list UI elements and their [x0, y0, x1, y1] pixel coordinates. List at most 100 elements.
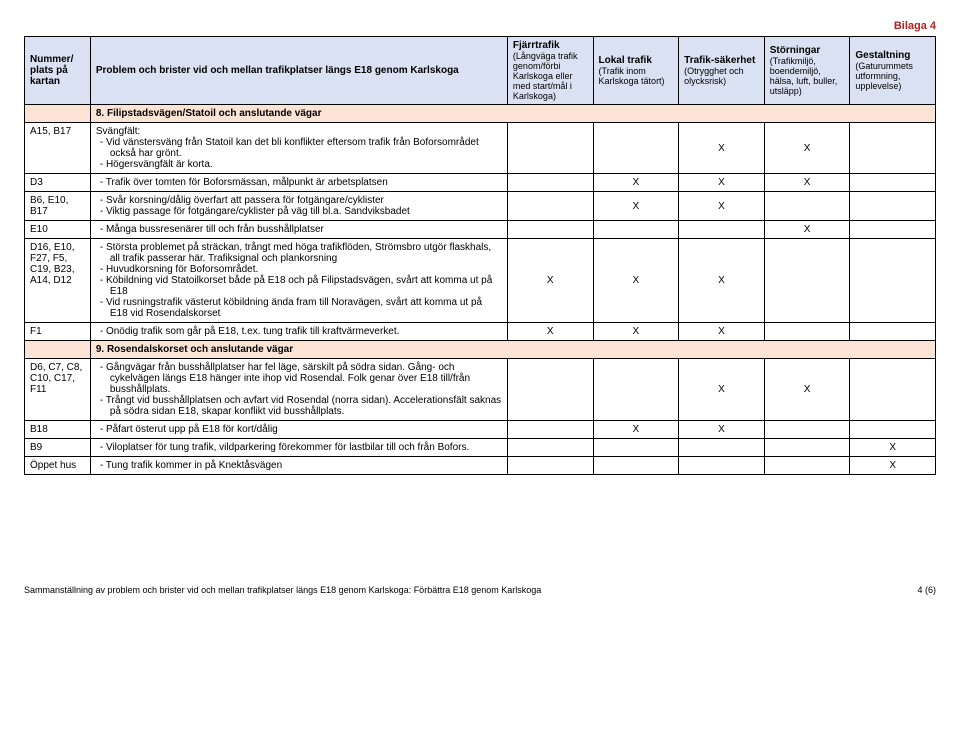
- row-desc: Tung trafik kommer in på Knektåsvägen: [90, 457, 507, 475]
- table-row: D3 Trafik över tomten för Boforsmässan, …: [25, 174, 936, 192]
- xcell: [593, 123, 679, 174]
- th-lokal-main: Lokal trafik: [599, 55, 652, 66]
- xcell: [507, 359, 593, 421]
- xcell: [850, 221, 936, 239]
- table-row: A15, B17 Svängfält: Vid vänstersväng frå…: [25, 123, 936, 174]
- xcell: [507, 123, 593, 174]
- xcell: X: [593, 323, 679, 341]
- xcell: X: [593, 239, 679, 323]
- th-lokal-sub: (Trafik inom Karlskoga tätort): [599, 66, 674, 86]
- table-row: Öppet hus Tung trafik kommer in på Knekt…: [25, 457, 936, 475]
- section-8: 8. Filipstadsvägen/Statoil och anslutand…: [25, 105, 936, 123]
- xcell: [850, 239, 936, 323]
- xcell: X: [764, 221, 850, 239]
- xcell: [764, 457, 850, 475]
- th-design-main: Gestaltning: [855, 50, 910, 61]
- th-fjarr-main: Fjärrtrafik: [513, 40, 560, 51]
- row-num: B18: [25, 421, 91, 439]
- row-num: D16, E10, F27, F5, C19, B23, A14, D12: [25, 239, 91, 323]
- xcell: [679, 439, 765, 457]
- xcell: [507, 457, 593, 475]
- xcell: [850, 323, 936, 341]
- xcell: [850, 421, 936, 439]
- xcell: [679, 221, 765, 239]
- table-row: F1 Onödig trafik som går på E18, t.ex. t…: [25, 323, 936, 341]
- row-num: D6, C7, C8, C10, C17, F11: [25, 359, 91, 421]
- xcell: X: [764, 123, 850, 174]
- section-9: 9. Rosendalskorset och anslutande vägar: [25, 341, 936, 359]
- xcell: X: [507, 239, 593, 323]
- xcell: [764, 192, 850, 221]
- table-row: B9 Viloplatser för tung trafik, vildpark…: [25, 439, 936, 457]
- xcell: [507, 221, 593, 239]
- xcell: X: [850, 439, 936, 457]
- table-row: D6, C7, C8, C10, C17, F11 Gångvägar från…: [25, 359, 936, 421]
- list-item: Påfart österut upp på E18 för kort/dålig: [100, 424, 502, 435]
- xcell: [679, 457, 765, 475]
- xcell: [593, 457, 679, 475]
- list-item: Många bussresenärer till och från busshå…: [100, 224, 502, 235]
- xcell: X: [850, 457, 936, 475]
- row-desc: Svängfält: Vid vänstersväng från Statoil…: [90, 123, 507, 174]
- xcell: X: [679, 421, 765, 439]
- row-num: B6, E10, B17: [25, 192, 91, 221]
- row-num: E10: [25, 221, 91, 239]
- row-desc: Största problemet på sträckan, trångt me…: [90, 239, 507, 323]
- row-num: F1: [25, 323, 91, 341]
- problem-table: Nummer/ plats på kartan Problem och bris…: [24, 36, 936, 475]
- list-item: Trångt vid busshållplatsen och avfart vi…: [100, 395, 502, 417]
- section-8-title: 8. Filipstadsvägen/Statoil och anslutand…: [90, 105, 935, 123]
- list-item: Vid rusningstrafik västerut köbildning ä…: [100, 297, 502, 319]
- th-design: Gestaltning (Gaturummets utformning, upp…: [850, 37, 936, 105]
- xcell: [593, 359, 679, 421]
- row-num: B9: [25, 439, 91, 457]
- th-safety-main: Trafik-säkerhet: [684, 55, 755, 66]
- xcell: X: [679, 359, 765, 421]
- row-desc: Trafik över tomten för Boforsmässan, mål…: [90, 174, 507, 192]
- th-design-sub: (Gaturummets utformning, upplevelse): [855, 61, 930, 91]
- section-9-title: 9. Rosendalskorset och anslutande vägar: [90, 341, 935, 359]
- row-lead: Svängfält:: [96, 126, 140, 137]
- xcell: X: [679, 239, 765, 323]
- xcell: [593, 439, 679, 457]
- list-item: Onödig trafik som går på E18, t.ex. tung…: [100, 326, 502, 337]
- xcell: [850, 123, 936, 174]
- table-row: B6, E10, B17 Svår korsning/dålig överfar…: [25, 192, 936, 221]
- list-item: Viktig passage för fotgängare/cyklister …: [100, 206, 502, 217]
- list-item: Vid vänstersväng från Statoil kan det bl…: [100, 137, 502, 159]
- xcell: X: [679, 323, 765, 341]
- row-desc: Onödig trafik som går på E18, t.ex. tung…: [90, 323, 507, 341]
- list-item: Svår korsning/dålig överfart att passera…: [100, 195, 502, 206]
- row-desc: Många bussresenärer till och från busshå…: [90, 221, 507, 239]
- list-item: Gångvägar från busshållplatser har fel l…: [100, 362, 502, 395]
- th-fjarr: Fjärrtrafik (Långväga trafik genom/förbi…: [507, 37, 593, 105]
- xcell: X: [593, 174, 679, 192]
- th-disturb: Störningar (Trafikmiljö, boendemiljö, hä…: [764, 37, 850, 105]
- xcell: [764, 323, 850, 341]
- th-problem: Problem och brister vid och mellan trafi…: [90, 37, 507, 105]
- xcell: X: [593, 421, 679, 439]
- xcell: X: [593, 192, 679, 221]
- row-desc: Gångvägar från busshållplatser har fel l…: [90, 359, 507, 421]
- xcell: [507, 192, 593, 221]
- th-safety: Trafik-säkerhet (Otrygghet och olycksris…: [679, 37, 765, 105]
- xcell: [507, 174, 593, 192]
- row-desc: Svår korsning/dålig överfart att passera…: [90, 192, 507, 221]
- table-row: E10 Många bussresenärer till och från bu…: [25, 221, 936, 239]
- row-num: D3: [25, 174, 91, 192]
- xcell: [850, 174, 936, 192]
- list-item: Huvudkorsning för Boforsområdet.: [100, 264, 502, 275]
- xcell: [850, 359, 936, 421]
- xcell: [764, 439, 850, 457]
- row-desc: Påfart österut upp på E18 för kort/dålig: [90, 421, 507, 439]
- th-number: Nummer/ plats på kartan: [25, 37, 91, 105]
- table-row: B18 Påfart österut upp på E18 för kort/d…: [25, 421, 936, 439]
- xcell: X: [764, 174, 850, 192]
- th-lokal: Lokal trafik (Trafik inom Karlskoga täto…: [593, 37, 679, 105]
- list-item: Viloplatser för tung trafik, vildparkeri…: [100, 442, 502, 453]
- list-item: Största problemet på sträckan, trångt me…: [100, 242, 502, 264]
- row-desc: Viloplatser för tung trafik, vildparkeri…: [90, 439, 507, 457]
- footer: Sammanställning av problem och brister v…: [24, 585, 936, 595]
- footer-right: 4 (6): [917, 585, 936, 595]
- xcell: X: [764, 359, 850, 421]
